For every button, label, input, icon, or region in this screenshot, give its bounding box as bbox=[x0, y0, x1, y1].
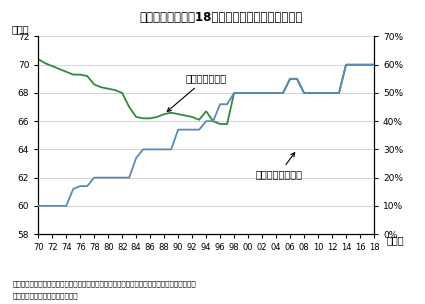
Text: 就業率（右目盛）: 就業率（右目盛） bbox=[255, 153, 302, 180]
Text: （歳）: （歳） bbox=[11, 25, 29, 35]
Text: 年齢（左目盛）: 年齢（左目盛） bbox=[167, 74, 226, 112]
Text: 総務省統計局「労働力調査」: 総務省統計局「労働力調査」 bbox=[13, 292, 78, 299]
Text: （年）: （年） bbox=[387, 235, 404, 245]
Text: （資料）国立社会保障・人口問題研究所「全国：生命表データ」、厚生労働省「簡易生命表」: （資料）国立社会保障・人口問題研究所「全国：生命表データ」、厚生労働省「簡易生命… bbox=[13, 281, 196, 287]
Text: 図表４　平均余命18年の年齢と就業率（男女計）: 図表４ 平均余命18年の年齢と就業率（男女計） bbox=[139, 11, 303, 24]
